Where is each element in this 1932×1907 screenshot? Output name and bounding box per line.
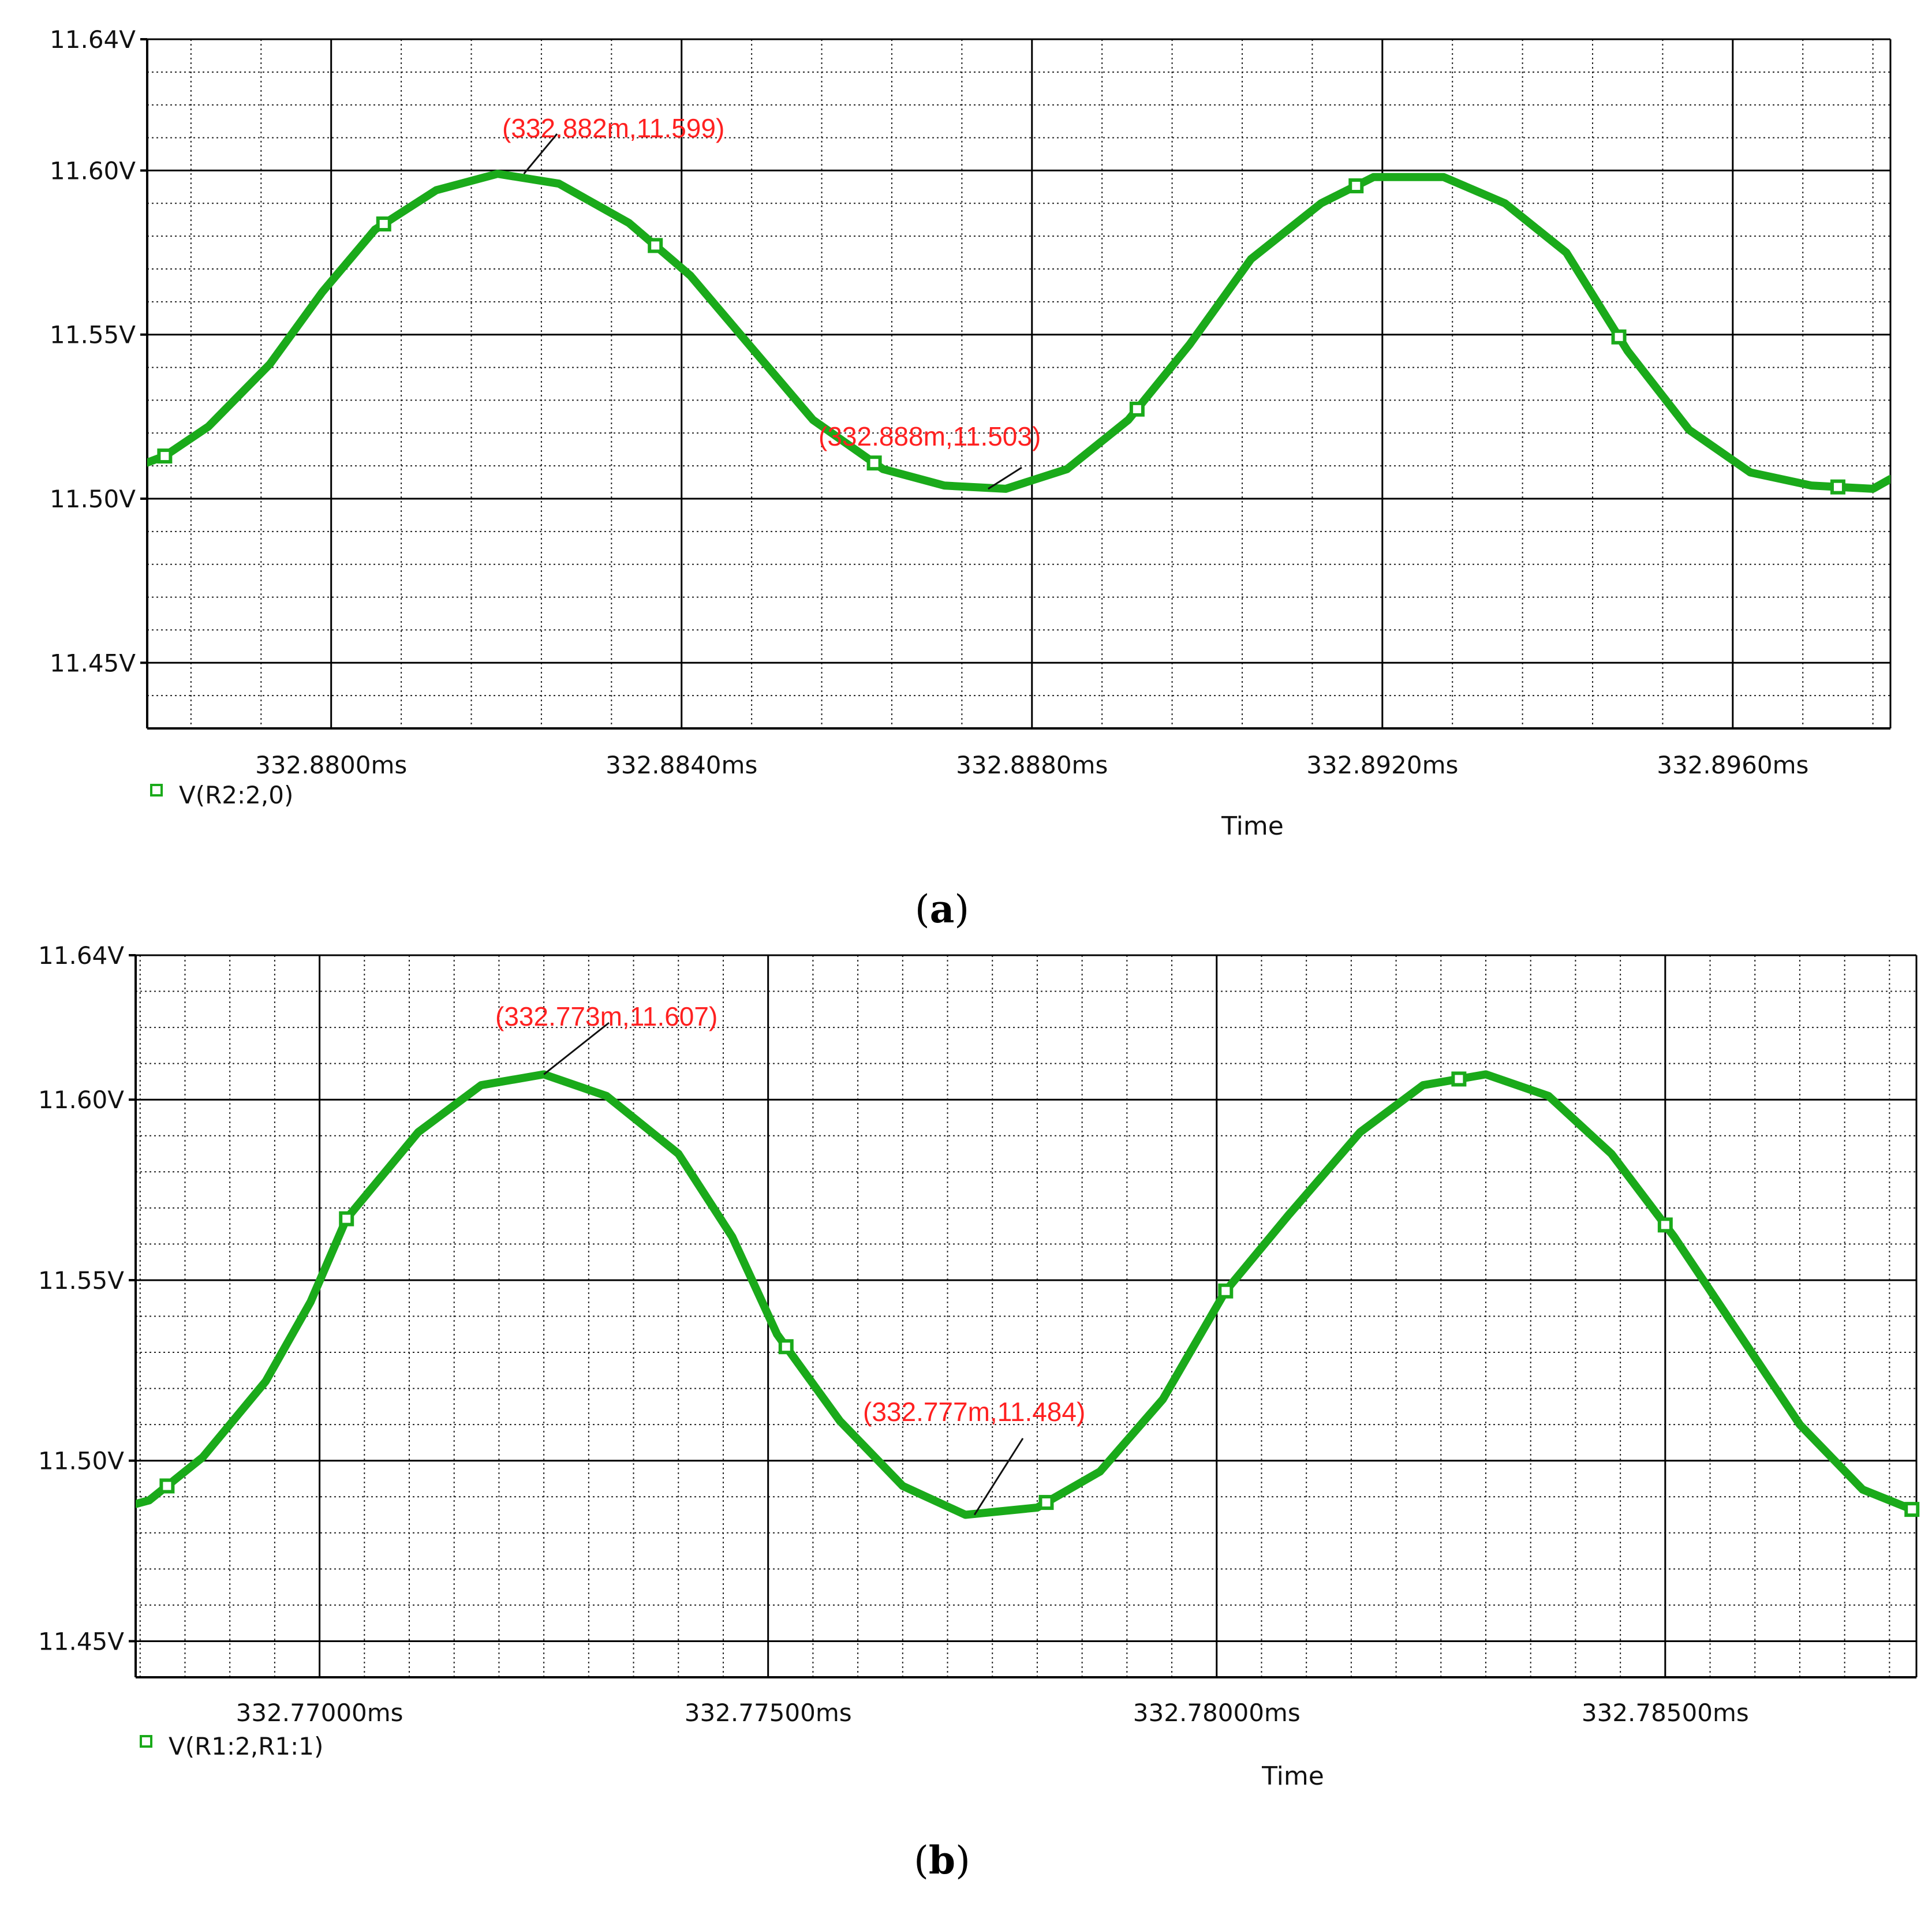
series-layer [136, 1070, 1920, 1519]
caption-open-paren: ( [914, 1838, 929, 1883]
legend: V(R2:2,0) [150, 781, 293, 809]
x-tick-label: 332.8960ms [1657, 751, 1808, 779]
x-tick-labels: 332.77000ms 332.77500ms 332.78000ms 332.785… [236, 1699, 1749, 1727]
y-tick-label: 11.55V [38, 1266, 124, 1295]
legend-marker [140, 1735, 152, 1748]
legend-marker [150, 784, 163, 797]
annotation-label: (332.773m,11.607) [495, 1001, 718, 1031]
x-axis-label: Time [1221, 812, 1284, 841]
data-marker [376, 216, 391, 232]
y-tick-label: 11.50V [50, 485, 136, 513]
y-tick-labels: 11.45V 11.50V 11.55V 11.60V 11.64V [38, 941, 124, 1655]
caption-letter: a [930, 887, 955, 932]
annotation-label: (332.882m,11.599) [502, 113, 724, 143]
data-marker [157, 448, 173, 464]
data-marker [1038, 1495, 1054, 1510]
panel-b: 11.45V 11.50V 11.55V 11.60V 11.64V 332.77000… [38, 941, 1920, 1883]
series-layer [147, 170, 1890, 495]
data-marker [1830, 479, 1845, 495]
y-tick-label: 11.55V [50, 321, 136, 349]
x-axis-label: Time [1261, 1762, 1324, 1791]
annotation-leader-line [988, 466, 1022, 490]
data-marker [1129, 401, 1145, 417]
y-tick-label: 11.45V [50, 649, 136, 677]
data-marker [1611, 329, 1627, 345]
annotations-layer: (332.773m,11.607) (332.777m,11.484) [495, 1001, 1085, 1516]
annotation-leader-line [973, 1438, 1024, 1516]
plot-area [147, 39, 1890, 728]
data-marker [778, 1339, 794, 1355]
x-tick-label: 332.8800ms [255, 751, 407, 779]
caption-open-paren: ( [915, 887, 930, 932]
x-tick-label: 332.8920ms [1306, 751, 1458, 779]
x-tick-label: 332.8840ms [606, 751, 757, 779]
data-marker [159, 1478, 175, 1494]
y-tick-label: 11.45V [38, 1627, 124, 1655]
y-tick-labels: 11.45V 11.50V 11.55V 11.60V 11.64V [50, 25, 136, 677]
data-marker [339, 1211, 354, 1227]
annotation-leader-line [523, 133, 558, 175]
caption-close-paren: ) [955, 1838, 970, 1883]
caption-letter: b [929, 1838, 955, 1883]
major-grid [147, 38, 1890, 728]
annotation-leader-line [543, 1022, 610, 1075]
series-line [147, 170, 1890, 493]
plot-area [136, 955, 1916, 1677]
data-marker [866, 455, 882, 471]
data-marker [1904, 1502, 1920, 1517]
data-marker [648, 238, 663, 253]
x-tick-label: 332.77500ms [685, 1699, 852, 1727]
panel-a: 11.45V 11.50V 11.55V 11.60V 11.64V 332.8800m… [50, 25, 1892, 932]
y-tick-label: 11.64V [50, 25, 136, 54]
data-marker [1657, 1217, 1673, 1233]
legend-label: V(R1:2,R1:1) [169, 1732, 323, 1760]
x-tick-label: 332.78500ms [1582, 1699, 1749, 1727]
y-tick-label: 11.64V [38, 941, 124, 970]
data-marker [1218, 1283, 1234, 1299]
panel-caption: (a) [915, 887, 969, 932]
data-marker [1451, 1071, 1467, 1087]
panel-caption: (b) [914, 1838, 970, 1883]
legend-label: V(R2:2,0) [179, 781, 293, 809]
legend: V(R1:2,R1:1) [140, 1732, 323, 1760]
annotation-label: (332.777m,11.484) [863, 1397, 1085, 1427]
x-tick-label: 332.8880ms [956, 751, 1108, 779]
x-tick-labels: 332.8800ms 332.8840ms 332.8880ms 332.8920ms… [255, 751, 1808, 779]
y-tick-label: 11.60V [50, 156, 136, 185]
plot-axes [140, 38, 1892, 730]
x-tick-label: 332.77000ms [236, 1699, 403, 1727]
annotations-layer: (332.882m,11.599) (332.888m,11.503) [502, 113, 1041, 490]
annotation-label: (332.888m,11.503) [819, 421, 1041, 451]
plot-axes [129, 954, 1918, 1678]
caption-close-paren: ) [954, 887, 969, 932]
y-tick-label: 11.60V [38, 1086, 124, 1114]
data-marker [1348, 178, 1364, 193]
x-tick-label: 332.78000ms [1133, 1699, 1301, 1727]
y-tick-label: 11.50V [38, 1447, 124, 1475]
